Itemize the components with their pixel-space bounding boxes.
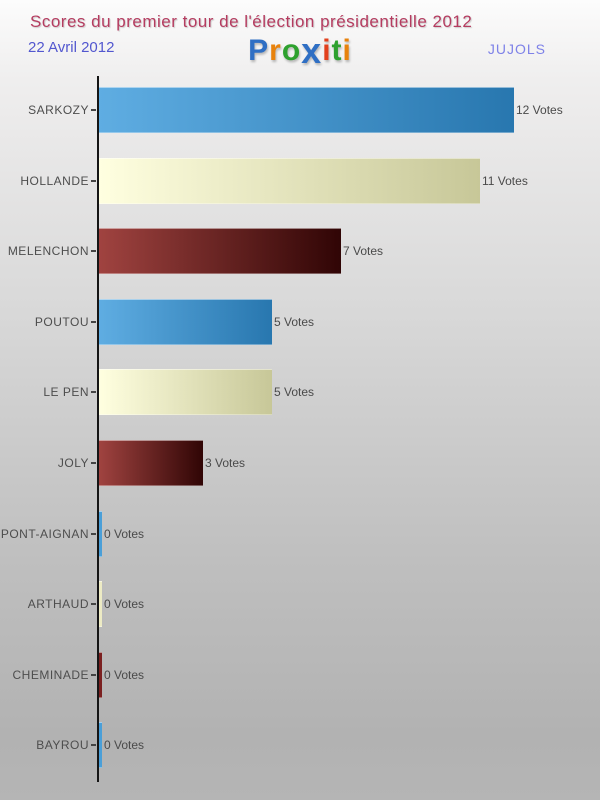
commune-name: JUJOLS — [487, 41, 546, 57]
vote-count-label: 12 Votes — [516, 103, 563, 117]
vote-bar — [99, 369, 272, 416]
candidate-label: CHEMINADE — [12, 667, 89, 682]
vote-bar — [99, 651, 102, 698]
y-axis-line — [97, 76, 99, 782]
vote-count-label: 7 Votes — [343, 244, 384, 259]
candidate-label: BAYROU — [36, 738, 89, 753]
vote-bar — [99, 440, 203, 486]
candidate-label: ARTHAUD — [27, 597, 89, 612]
axis-tick — [91, 744, 96, 747]
vote-count-label: 0 Votes — [104, 738, 145, 753]
proxiti-logo: Proxiti — [248, 33, 352, 69]
vote-bar — [99, 298, 272, 345]
axis-tick — [91, 673, 96, 676]
vote-count-label: 0 Votes — [104, 667, 145, 682]
logo-letter: t — [331, 34, 343, 67]
vote-count-label: 0 Votes — [104, 526, 145, 541]
chart-title: Scores du premier tour de l'élection pré… — [30, 12, 473, 31]
logo-letter: P — [248, 34, 270, 67]
vote-bar — [99, 581, 102, 628]
logo-letter: r — [269, 34, 282, 67]
vote-count-label: 11 Votes — [482, 173, 528, 188]
axis-tick — [91, 462, 96, 464]
axis-tick — [91, 250, 96, 253]
axis-tick — [91, 320, 96, 323]
candidate-label: SARKOZY — [28, 103, 89, 117]
vote-bar — [99, 157, 480, 204]
vote-count-label: 5 Votes — [274, 314, 315, 329]
logo-letter: x — [301, 30, 323, 71]
vote-bar — [99, 87, 514, 133]
vote-count-label: 0 Votes — [104, 597, 145, 612]
axis-tick — [91, 603, 96, 606]
vote-bar — [99, 228, 341, 275]
candidate-label: HOLLANDE — [20, 173, 89, 188]
vote-bar — [99, 722, 102, 769]
candidate-label: LE PEN — [43, 385, 89, 400]
election-date: 22 Avril 2012 — [28, 39, 115, 56]
logo-letter: i — [342, 34, 352, 67]
vote-bar — [99, 510, 102, 557]
candidate-label: MELENCHON — [7, 244, 89, 259]
vote-count-label: 5 Votes — [274, 385, 315, 400]
axis-tick — [91, 532, 96, 535]
axis-tick — [91, 179, 96, 182]
candidate-label: POUTOU — [34, 314, 89, 329]
candidate-label: JOLY — [57, 456, 89, 470]
axis-tick — [91, 109, 96, 111]
logo-letter: i — [322, 34, 332, 67]
vote-count-label: 3 Votes — [205, 456, 246, 470]
candidate-label: DUPONT-AIGNAN — [0, 526, 89, 541]
logo-letter: o — [281, 34, 302, 67]
axis-tick — [91, 391, 96, 394]
